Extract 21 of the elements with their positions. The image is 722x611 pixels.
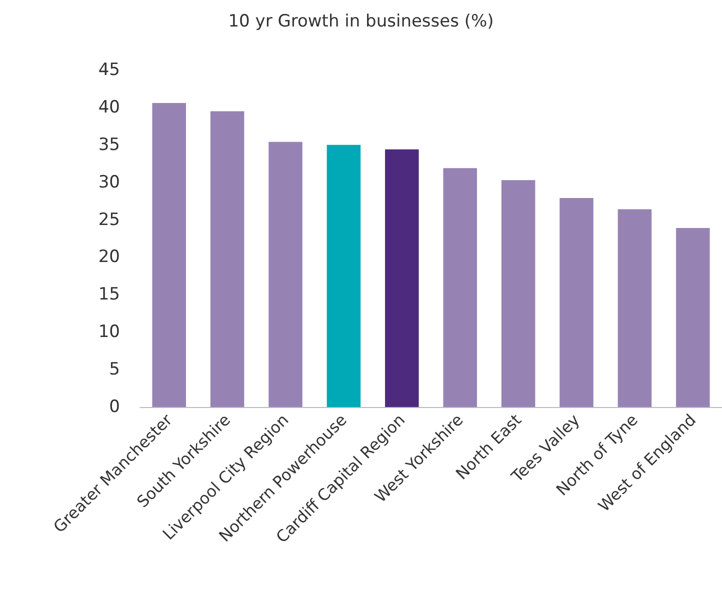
bar xyxy=(676,228,710,407)
y-tick-label: 0 xyxy=(109,397,120,417)
y-tick-label: 30 xyxy=(98,172,120,192)
bar xyxy=(385,149,419,407)
y-tick-label: 15 xyxy=(98,284,120,305)
bar xyxy=(152,102,186,407)
y-tick-label: 40 xyxy=(98,97,120,118)
bar xyxy=(210,111,244,407)
y-tick-label: 25 xyxy=(98,210,120,230)
y-tick-label: 10 xyxy=(98,322,120,342)
bar xyxy=(501,180,536,407)
bar xyxy=(560,198,594,407)
bar xyxy=(268,142,302,407)
bar xyxy=(618,209,652,407)
chart-title: 10 yr Growth in businesses (%) xyxy=(228,12,494,32)
y-tick-label: 5 xyxy=(109,360,120,380)
y-tick-label: 35 xyxy=(98,134,120,155)
y-tick-label: 45 xyxy=(98,60,120,80)
bar xyxy=(443,168,477,407)
y-tick-label: 20 xyxy=(98,247,120,268)
bar xyxy=(326,144,361,407)
